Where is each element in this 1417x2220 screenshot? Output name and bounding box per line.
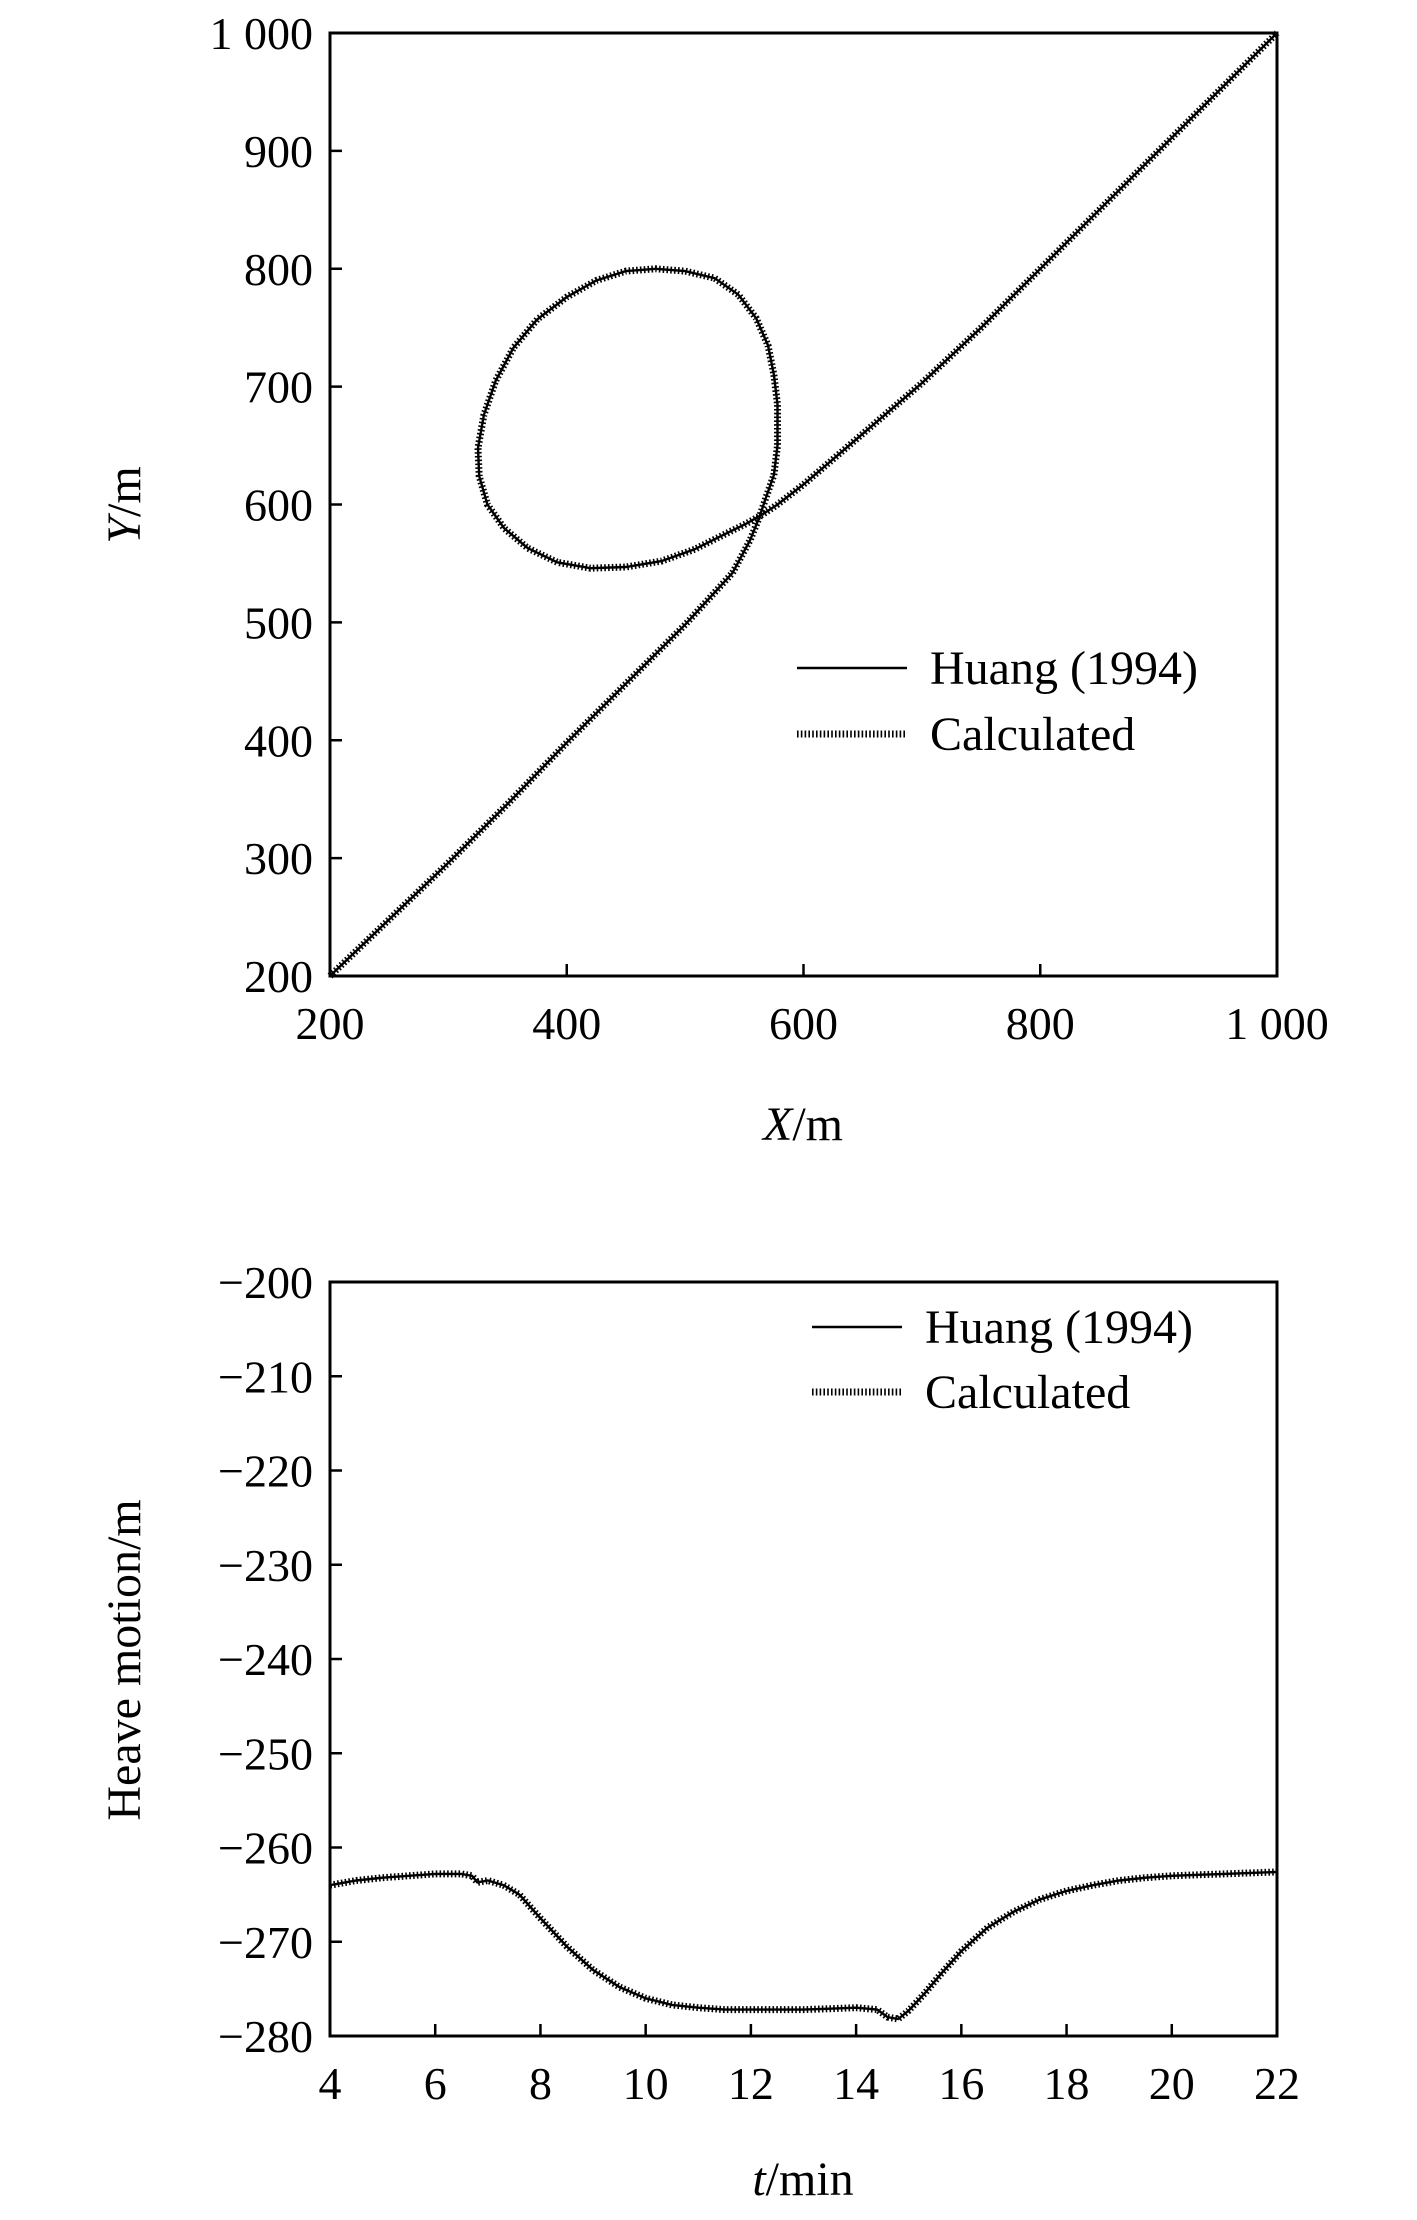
heave-series-huang — [329, 1870, 1278, 2021]
trajectory-x-tick-label: 800 — [1006, 998, 1075, 1049]
trajectory-legend-label-calculated: Calculated — [930, 708, 1135, 761]
heave-series-calculated — [329, 1868, 1278, 2023]
trajectory-x-tick-label: 200 — [296, 998, 365, 1049]
heave-x-tick-label: 16 — [938, 2058, 984, 2109]
heave-x-tick-label: 14 — [833, 2058, 879, 2109]
heave-x-tick-label: 6 — [424, 2058, 447, 2109]
heave-y-tick-label: −250 — [218, 1728, 313, 1779]
trajectory-x-tick-label: 600 — [769, 998, 838, 1049]
heave-y-tick-label: −280 — [218, 2011, 313, 2062]
trajectory-ticks: 200 400 600 800 1 000 200 300 400 500 600 700 800 90… — [210, 8, 1329, 1049]
heave-x-tick-label: 22 — [1254, 2058, 1300, 2109]
heave-x-tick-label: 12 — [728, 2058, 774, 2109]
heave-x-tick-label: 20 — [1149, 2058, 1195, 2109]
heave-plot-frame — [328, 1280, 1279, 2038]
trajectory-y-tick-label: 500 — [244, 597, 313, 648]
heave-y-tick-label: −270 — [218, 1917, 313, 1968]
heave-x-tick-label: 4 — [319, 2058, 342, 2109]
heave-legend-label-huang: Huang (1994) — [925, 1301, 1193, 1354]
heave-chart: 4 6 8 10 12 14 16 18 20 22 −200 −210 −220 −230 −240 −25… — [98, 1257, 1300, 2206]
trajectory-y-tick-label: 300 — [244, 833, 313, 884]
trajectory-y-tick-label: 600 — [244, 480, 313, 531]
heave-y-tick-label: −200 — [218, 1257, 313, 1308]
trajectory-y-tick-label: 900 — [244, 126, 313, 177]
trajectory-series-calculated — [327, 30, 1280, 979]
heave-x-tick-label: 8 — [529, 2058, 552, 2109]
trajectory-y-tick-label: 200 — [244, 951, 313, 1002]
heave-legend: Huang (1994) Calculated — [812, 1301, 1193, 1419]
trajectory-legend: Huang (1994) Calculated — [797, 642, 1198, 761]
trajectory-y-tick-label: 1 000 — [210, 8, 314, 59]
heave-y-axis-label: Heave motion/m — [98, 1499, 151, 1820]
trajectory-x-tick-label: 400 — [532, 998, 601, 1049]
heave-x-axis-label: t/min — [752, 2153, 853, 2206]
heave-series — [329, 1868, 1278, 2023]
heave-x-tick-label: 18 — [1044, 2058, 1090, 2109]
heave-ticks: 4 6 8 10 12 14 16 18 20 22 −200 −210 −220 −230 −240 −25… — [218, 1257, 1300, 2109]
heave-y-tick-label: −260 — [218, 1823, 313, 1874]
trajectory-y-tick-label: 700 — [244, 362, 313, 413]
trajectory-chart: 200 400 600 800 1 000 200 300 400 500 600 700 800 90… — [98, 8, 1329, 1151]
heave-y-tick-label: −220 — [218, 1446, 313, 1497]
heave-x-tick-label: 10 — [623, 2058, 669, 2109]
trajectory-y-tick-label: 400 — [244, 715, 313, 766]
heave-y-tick-label: −240 — [218, 1634, 313, 1685]
trajectory-y-tick-label: 800 — [244, 244, 313, 295]
trajectory-x-axis-label: X/m — [761, 1098, 843, 1151]
heave-legend-label-calculated: Calculated — [925, 1366, 1130, 1419]
trajectory-x-tick-label: 1 000 — [1225, 998, 1329, 1049]
heave-y-tick-label: −230 — [218, 1540, 313, 1591]
trajectory-series — [327, 30, 1280, 979]
trajectory-legend-label-huang: Huang (1994) — [930, 642, 1198, 695]
heave-y-tick-label: −210 — [218, 1351, 313, 1402]
trajectory-y-axis-label: Y/m — [98, 466, 151, 543]
